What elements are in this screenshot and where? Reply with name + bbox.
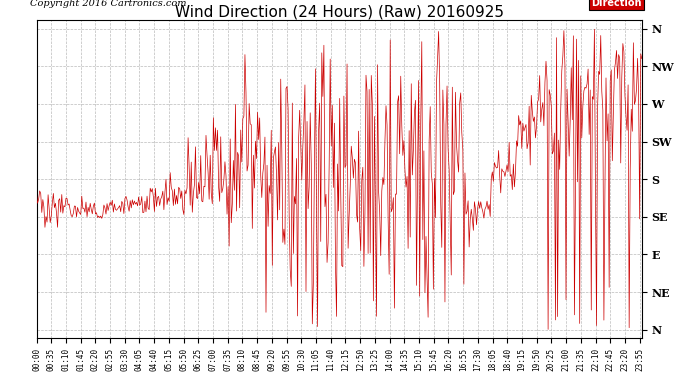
Text: Direction: Direction xyxy=(591,0,642,8)
Text: Copyright 2016 Cartronics.com: Copyright 2016 Cartronics.com xyxy=(30,0,187,8)
Title: Wind Direction (24 Hours) (Raw) 20160925: Wind Direction (24 Hours) (Raw) 20160925 xyxy=(175,4,504,19)
